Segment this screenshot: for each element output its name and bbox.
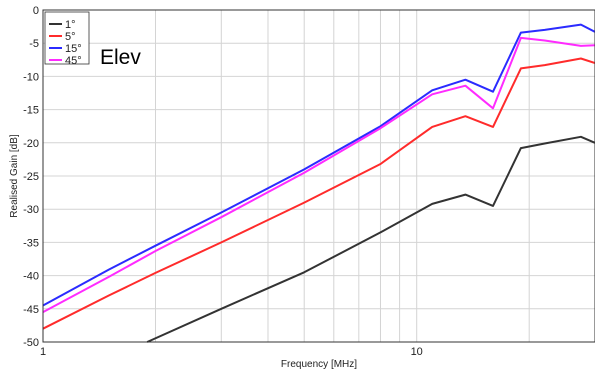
y-tick-label: -35 [23, 237, 39, 249]
legend-label: 5° [65, 31, 76, 43]
y-tick-label: -50 [23, 337, 39, 349]
y-tick-label: -15 [23, 105, 39, 117]
x-axis-title: Frequency [MHz] [281, 359, 357, 370]
y-tick-label: -40 [23, 271, 39, 283]
legend-label: 45° [65, 55, 82, 67]
series-line-2 [42, 57, 595, 330]
y-axis-title: Realised Gain [dB] [9, 134, 20, 218]
y-tick-label: 0 [33, 5, 39, 17]
y-tick-label: -10 [23, 71, 39, 83]
y-tick-label: -20 [23, 138, 39, 150]
plot-frame [42, 9, 595, 343]
y-tick-label: -5 [29, 38, 39, 50]
x-tick-label: 10 [411, 346, 423, 358]
series-line-1 [146, 135, 595, 343]
y-tick-label: -25 [23, 171, 39, 183]
elevation-annotation: Elev [100, 46, 141, 69]
y-tick-label: -30 [23, 204, 39, 216]
legend-label: 1° [65, 19, 76, 31]
axis-ticks: 0 -5 -10 -15 -20 -25 -30 -35 -40 -45 -501 10 [23, 5, 423, 358]
series-line-3 [42, 23, 595, 307]
x-tick-label: 1 [40, 346, 46, 358]
legend: 1°5°15°45° [44, 11, 90, 67]
legend-label: 15° [65, 43, 82, 55]
data-series [42, 23, 595, 343]
y-tick-label: -45 [23, 304, 39, 316]
legend-box [44, 11, 90, 65]
series-line-4 [42, 36, 595, 313]
